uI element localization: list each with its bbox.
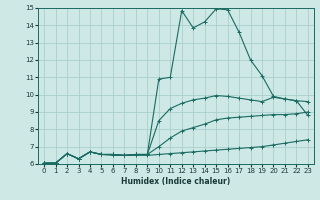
X-axis label: Humidex (Indice chaleur): Humidex (Indice chaleur) [121,177,231,186]
